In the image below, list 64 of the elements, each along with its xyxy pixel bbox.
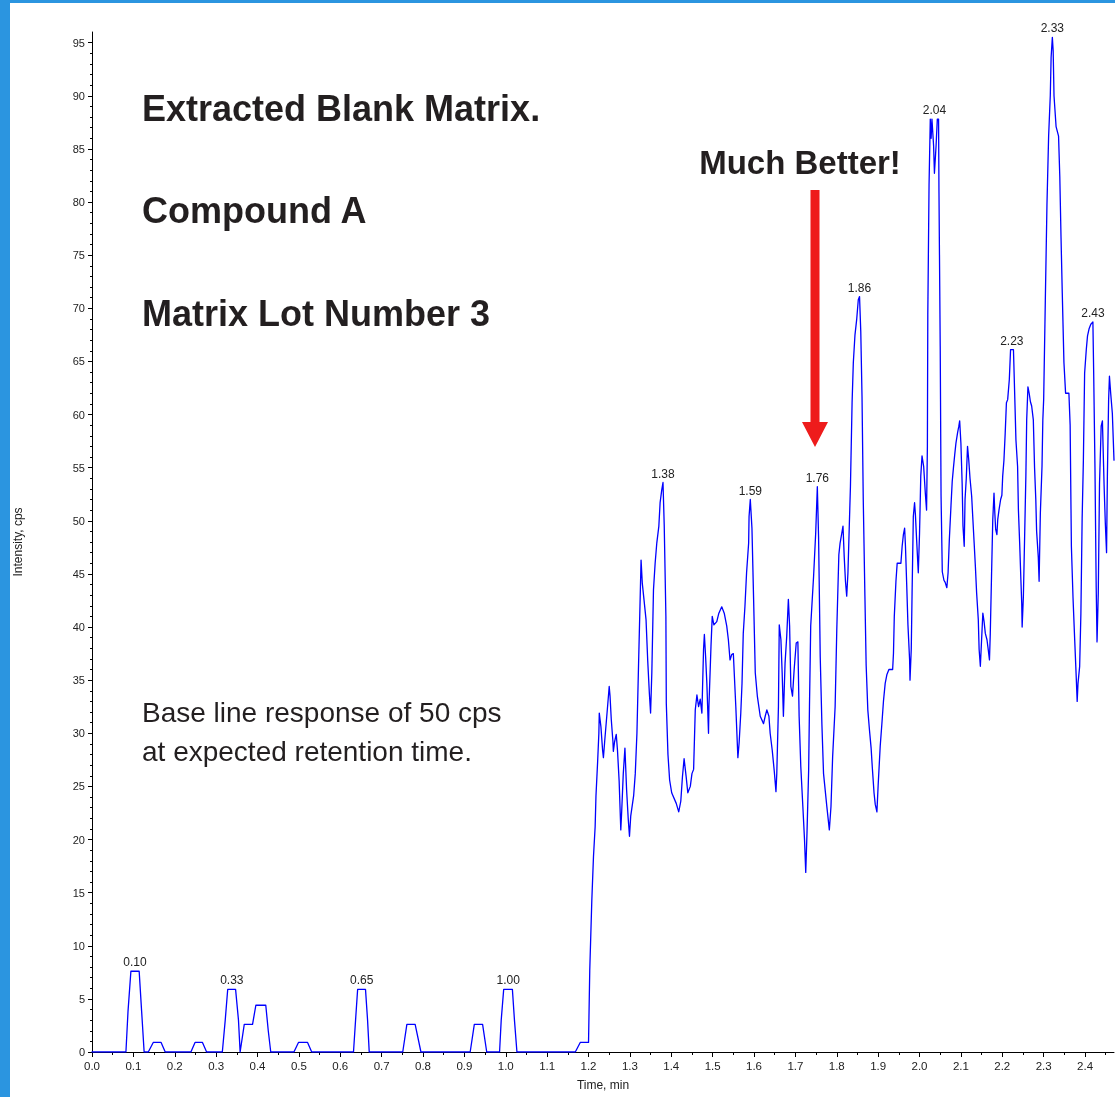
x-tick-label: 1.4 <box>663 1060 680 1072</box>
y-tick-label: 0 <box>78 1046 85 1058</box>
annotation: 2.23 <box>1000 333 1024 348</box>
x-tick-label: 0.3 <box>208 1060 225 1072</box>
y-tick-label: 50 <box>72 514 85 527</box>
y-tick-label: 40 <box>72 621 85 633</box>
annotation: Base line response of 50 cps at expected retention time. <box>142 697 510 767</box>
annotation: Matrix Lot Number 3 <box>142 292 491 334</box>
y-tick-label: 25 <box>72 780 85 793</box>
annotation: 2.33 <box>1040 21 1065 36</box>
annotation: 1.00 <box>496 973 521 988</box>
x-axis-title: Time, min <box>576 1078 630 1092</box>
annotation: 1.76 <box>805 470 830 485</box>
y-axis-title: Intensity, cps <box>11 507 25 577</box>
annotation: 0.65 <box>350 973 374 988</box>
x-tick-label: 0.2 <box>166 1060 183 1072</box>
x-tick-label: 2.2 <box>994 1060 1011 1072</box>
y-tick-label: 5 <box>78 992 85 1005</box>
x-tick-label: 2.1 <box>952 1060 969 1072</box>
x-tick-label: 2.4 <box>1077 1060 1094 1072</box>
x-tick-label: 0.6 <box>332 1060 349 1072</box>
x-tick-label: 0.5 <box>290 1060 307 1072</box>
y-tick-label: 70 <box>72 302 85 315</box>
annotation: Extracted Blank Matrix. <box>142 87 541 129</box>
x-tick-label: 1.2 <box>580 1060 597 1072</box>
x-tick-label: 0.4 <box>249 1060 267 1072</box>
x-tick-label: 0.0 <box>84 1060 100 1072</box>
annotation: 1.59 <box>738 483 763 498</box>
y-tick-label: 95 <box>72 36 85 49</box>
x-tick-label: 1.7 <box>787 1060 804 1072</box>
y-tick-label: 75 <box>72 249 85 262</box>
x-tick-label: 1.9 <box>870 1060 887 1072</box>
annotation: 1.86 <box>847 280 872 295</box>
x-tick-label: 1.1 <box>539 1060 556 1072</box>
y-tick-label: 60 <box>72 408 85 421</box>
x-tick-label: 1.8 <box>828 1060 845 1072</box>
y-tick-label: 30 <box>72 727 85 740</box>
x-tick-label: 2.3 <box>1035 1060 1052 1072</box>
y-tick-label: 90 <box>72 89 85 102</box>
y-tick-label: 65 <box>72 355 85 368</box>
annotation: 1.38 <box>651 466 675 481</box>
y-tick-label: 85 <box>72 142 85 155</box>
x-tick-label: 0.8 <box>415 1060 432 1072</box>
annotation: Much Better! <box>699 143 901 181</box>
annotation: Compound A <box>142 189 367 231</box>
y-tick-label: 55 <box>72 461 85 474</box>
x-tick-label: 1.0 <box>497 1060 514 1072</box>
annotation: 2.04 <box>922 103 947 118</box>
y-tick-label: 45 <box>72 567 85 580</box>
y-tick-label: 20 <box>72 833 85 846</box>
x-tick-label: 1.5 <box>704 1060 721 1072</box>
x-tick-label: 0.9 <box>456 1060 473 1072</box>
y-tick-label: 35 <box>72 674 85 687</box>
x-tick-label: 2.0 <box>911 1060 928 1072</box>
annotation: 0.33 <box>220 973 244 988</box>
y-tick-label: 10 <box>72 939 85 952</box>
x-tick-label: 1.6 <box>746 1060 763 1072</box>
x-tick-label: 1.3 <box>621 1060 638 1072</box>
x-tick-label: 0.7 <box>373 1060 390 1072</box>
annotation: 2.43 <box>1081 306 1105 321</box>
annotation: 0.10 <box>123 955 148 970</box>
y-tick-label: 15 <box>72 886 85 899</box>
y-tick-label: 80 <box>72 196 85 208</box>
x-tick-label: 0.1 <box>125 1060 142 1072</box>
